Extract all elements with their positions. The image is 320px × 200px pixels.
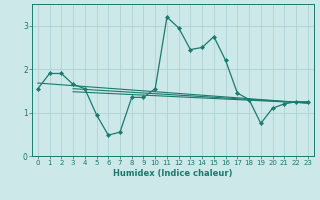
X-axis label: Humidex (Indice chaleur): Humidex (Indice chaleur) — [113, 169, 233, 178]
